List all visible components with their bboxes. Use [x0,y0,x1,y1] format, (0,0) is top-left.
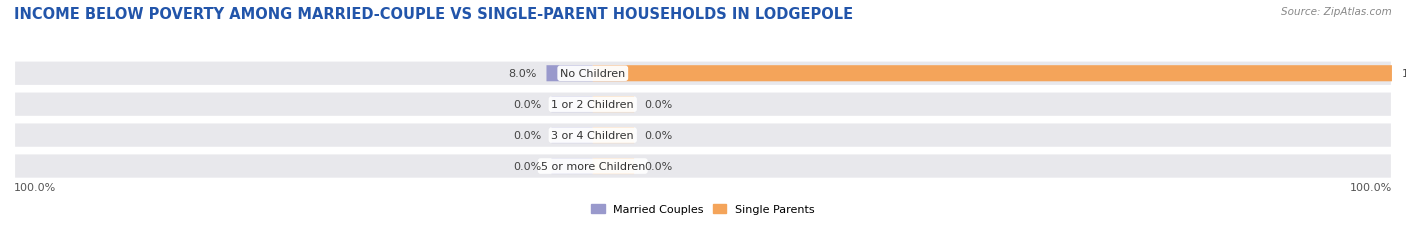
Text: 0.0%: 0.0% [644,161,672,171]
FancyBboxPatch shape [593,128,634,143]
Legend: Married Couples, Single Parents: Married Couples, Single Parents [592,204,814,214]
Text: INCOME BELOW POVERTY AMONG MARRIED-COUPLE VS SINGLE-PARENT HOUSEHOLDS IN LODGEPO: INCOME BELOW POVERTY AMONG MARRIED-COUPL… [14,7,853,22]
FancyBboxPatch shape [547,66,593,82]
FancyBboxPatch shape [551,128,593,143]
Text: 100.0%: 100.0% [14,182,56,192]
Text: 100.0%: 100.0% [1402,69,1406,79]
FancyBboxPatch shape [14,92,1392,117]
Text: 0.0%: 0.0% [513,131,541,140]
FancyBboxPatch shape [551,97,593,113]
Text: 0.0%: 0.0% [513,161,541,171]
Text: 3 or 4 Children: 3 or 4 Children [551,131,634,140]
FancyBboxPatch shape [14,123,1392,148]
Text: 0.0%: 0.0% [644,131,672,140]
Text: 8.0%: 8.0% [508,69,536,79]
Text: 0.0%: 0.0% [644,100,672,110]
FancyBboxPatch shape [593,97,634,113]
Text: 1 or 2 Children: 1 or 2 Children [551,100,634,110]
FancyBboxPatch shape [593,66,1392,82]
Text: 0.0%: 0.0% [513,100,541,110]
Text: 5 or more Children: 5 or more Children [540,161,645,171]
FancyBboxPatch shape [14,61,1392,87]
FancyBboxPatch shape [551,158,593,174]
Text: Source: ZipAtlas.com: Source: ZipAtlas.com [1281,7,1392,17]
Text: 100.0%: 100.0% [1350,182,1392,192]
FancyBboxPatch shape [593,158,634,174]
Text: No Children: No Children [560,69,626,79]
FancyBboxPatch shape [14,154,1392,179]
